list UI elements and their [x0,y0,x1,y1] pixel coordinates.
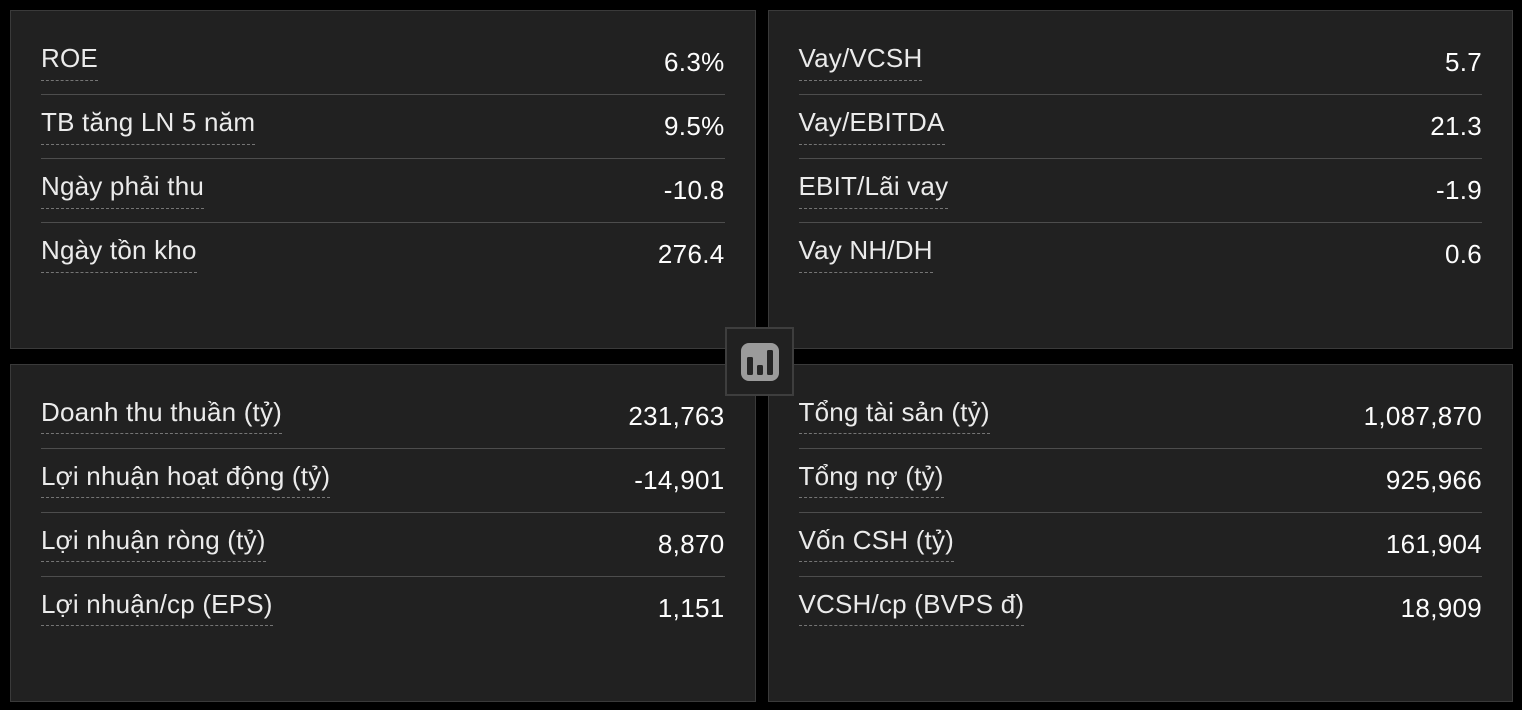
metric-value: 6.3% [664,47,725,77]
metric-value: 925,966 [1385,464,1482,495]
metric-value: 231,763 [628,400,725,431]
metric-row: Vay/EBITDA 21.3 [798,95,1482,159]
metric-label[interactable]: Vay/VCSH [798,43,923,81]
panel-balance-sheet: Tổng tài sản (tỷ) 1,087,870 Tổng nợ (tỷ)… [767,363,1513,702]
metric-row: Tổng nợ (tỷ) 925,966 [798,449,1482,513]
metric-row: Doanh thu thuần (tỷ) 231,763 [41,385,725,449]
metric-value: 0.6 [1444,239,1482,269]
metric-label[interactable]: Tổng tài sản (tỷ) [798,397,990,435]
metric-row: Vay NH/DH 0.6 [798,223,1483,286]
bar-chart-icon [740,342,779,381]
metric-value: 5.7 [1444,47,1482,77]
metric-label[interactable]: Vay NH/DH [798,235,933,273]
metric-value: 1,087,870 [1363,400,1482,431]
metric-label[interactable]: Tổng nợ (tỷ) [798,461,944,499]
metric-label[interactable]: ROE [41,43,98,81]
panel-leverage-ratios: Vay/VCSH 5.7 Vay/EBITDA 21.3 EBIT/Lãi va… [767,10,1513,349]
bar-chart-icon-bar [766,349,773,375]
metric-value: 1,151 [657,592,725,623]
metric-label[interactable]: Ngày phải thu [41,171,205,209]
metric-value: -1.9 [1435,175,1482,205]
bar-chart-icon-bar [756,364,763,375]
metric-label[interactable]: Doanh thu thuần (tỷ) [41,397,283,435]
panel-profitability-ratios: ROE 6.3% TB tăng LN 5 năm 9.5% Ngày phải… [10,10,756,349]
metric-value: -14,901 [634,464,725,495]
panel-income-statement: Doanh thu thuần (tỷ) 231,763 Lợi nhuận h… [10,363,756,702]
metric-row: Lợi nhuận ròng (tỷ) 8,870 [41,513,725,577]
metric-row: Ngày phải thu -10.8 [41,159,725,223]
metric-label[interactable]: Ngày tồn kho [41,235,197,273]
metric-value: 8,870 [657,528,725,559]
metric-row: VCSH/cp (BVPS đ) 18,909 [798,577,1483,640]
metric-value: 161,904 [1385,528,1482,559]
metric-value: 18,909 [1400,592,1482,623]
metric-row: Lợi nhuận/cp (EPS) 1,151 [41,577,725,640]
metric-label[interactable]: Vay/EBITDA [798,107,945,145]
metric-row: Lợi nhuận hoạt động (tỷ) -14,901 [41,449,725,513]
metric-label[interactable]: Lợi nhuận/cp (EPS) [41,589,273,627]
chart-view-toggle-button[interactable] [725,327,794,396]
metric-label[interactable]: Lợi nhuận hoạt động (tỷ) [41,461,331,499]
metric-value: 21.3 [1430,111,1482,141]
metric-row: EBIT/Lãi vay -1.9 [798,159,1482,223]
metric-value: -10.8 [663,175,725,205]
metric-value: 276.4 [657,239,725,269]
metric-label[interactable]: Vốn CSH (tỷ) [798,525,955,563]
metric-value: 9.5% [664,111,725,141]
metric-row: Ngày tồn kho 276.4 [41,223,725,286]
metric-row: ROE 6.3% [41,31,725,95]
metric-label[interactable]: Lợi nhuận ròng (tỷ) [41,525,266,563]
metric-row: Vốn CSH (tỷ) 161,904 [798,513,1482,577]
metric-label[interactable]: VCSH/cp (BVPS đ) [798,589,1025,627]
metric-row: Tổng tài sản (tỷ) 1,087,870 [798,385,1482,449]
bar-chart-icon-bar [746,356,753,375]
metric-label[interactable]: TB tăng LN 5 năm [41,107,256,145]
metric-row: TB tăng LN 5 năm 9.5% [41,95,725,159]
metric-row: Vay/VCSH 5.7 [798,31,1482,95]
metric-label[interactable]: EBIT/Lãi vay [798,171,949,209]
